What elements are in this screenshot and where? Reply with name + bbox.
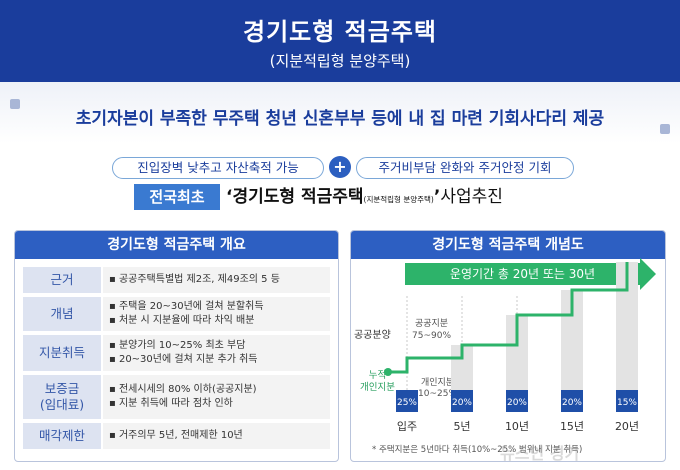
benefit-pill-left: 진입장벽 낮추고 자산축적 가능 (112, 157, 324, 179)
overview-row-key: 보증금 (임대료) (23, 375, 101, 419)
headline: 초기자본이 부족한 무주택 청년 신혼부부 등에 내 집 마련 기회사다리 제공 (75, 109, 605, 129)
personal-share-bar (616, 390, 638, 412)
project-close-quote: ’ (433, 187, 441, 207)
overview-row-line: ▪ 분양가의 10~25% 최초 부담 (109, 340, 246, 351)
x-axis-label: 20년 (614, 420, 640, 433)
x-axis-label: 10년 (504, 420, 530, 433)
personal-share-bar (451, 390, 473, 412)
overview-row-key: 지분취득 (23, 335, 101, 371)
project-open-quote: ‘ (226, 187, 233, 207)
overview-row-key: 매각제한 (23, 423, 101, 449)
overview-row-line: ▪ 주택을 20~30년에 걸쳐 분할취득 (109, 301, 264, 312)
overview-row-line: ▪ 전세시세의 80% 이하(공공지분) (109, 384, 257, 395)
concept-title: 경기도형 적금주택 개념도 (351, 231, 665, 259)
overview-row-line: ▪ 20~30년에 걸쳐 지분 추가 취득 (109, 354, 258, 365)
title-banner: 경기도형 적금주택 (지분적립형 분양주택) (0, 0, 680, 82)
overview-row: 지분취득 ▪ 분양가의 10~25% 최초 부담 ▪ 20~30년에 걸쳐 지분… (23, 335, 330, 371)
personal-share-bar (506, 390, 528, 412)
overview-row-line: ▪ 처분 시 지분율에 따라 차익 배분 (109, 315, 255, 326)
project-name: 경기도형 적금주택 (232, 187, 364, 207)
project-statement: ‘경기도형 적금주택(지분적립형 분양주택)’사업추진 (226, 184, 503, 213)
bar-value-label: 20% (452, 398, 472, 408)
bar-value-label: 15% (617, 398, 637, 408)
headline-band (0, 82, 680, 150)
bar-value-label: 25% (397, 398, 417, 408)
project-suffix: 사업추진 (440, 187, 503, 207)
public-share-label: 공공지분 75~90% (412, 319, 451, 341)
overview-row-key: 근거 (23, 267, 101, 293)
public-share-bar (506, 315, 528, 390)
overview-row: 근거 ▪ 공공주택특별법 제2조, 제49조의 5 등 (23, 267, 330, 293)
cumulative-share-label: 누적 개인지분 (360, 370, 395, 393)
operation-period-label: 운영기간 총 20년 또는 30년 (449, 267, 596, 281)
overview-row-line: ▪ 지분 취득에 따라 점차 인하 (109, 398, 233, 409)
overview-row: 개념 ▪ 주택을 20~30년에 걸쳐 분할취득 ▪ 처분 시 지분율에 따라 … (23, 297, 330, 331)
start-dot (384, 368, 392, 376)
page-title: 경기도형 적금주택 (243, 18, 437, 46)
overview-title: 경기도형 적금주택 개요 (15, 231, 338, 259)
project-name-small: (지분적립형 분양주택) (363, 195, 434, 204)
overview-row-line: ▪ 공공주택특별법 제2조, 제49조의 5 등 (109, 274, 280, 285)
watermark: 뉴스인 경기 (500, 444, 580, 463)
x-axis-label: 5년 (453, 420, 471, 433)
x-axis-label: 입주 (396, 420, 418, 433)
overview-row-key: 개념 (23, 297, 101, 331)
arrow-head-icon (640, 258, 656, 290)
plus-icon: + (329, 156, 351, 178)
overview-row-line: ▪ 거주의무 5년, 전매제한 10년 (109, 430, 243, 441)
page-subtitle: (지분적립형 분양주택) (269, 52, 411, 70)
cumulative-step-line (388, 262, 629, 374)
operation-period-arrow (405, 263, 640, 285)
public-sale-label: 공공분양 (354, 330, 391, 341)
personal-share-label: 개인지분 10~25% (418, 378, 457, 399)
personal-share-bar (396, 390, 418, 412)
first-nationwide-badge: 전국최초 (134, 184, 220, 210)
public-share-bar (616, 262, 638, 390)
benefit-pill-right: 주거비부담 완화와 주거안정 기회 (356, 157, 574, 179)
public-share-bar (451, 345, 473, 390)
x-axis-label: 15년 (559, 420, 585, 433)
overview-panel: 경기도형 적금주택 개요 근거 ▪ 공공주택특별법 제2조, 제49조의 5 등… (14, 230, 339, 462)
personal-share-bar (561, 390, 583, 412)
bar-value-label: 20% (562, 398, 582, 408)
quote-mark-icon (10, 99, 20, 109)
quote-mark-icon (660, 124, 670, 134)
concept-footnote: * 주택지분은 5년마다 취득(10%~25% 범위내 지분 취득) (372, 445, 583, 455)
bar-value-label: 20% (507, 398, 527, 408)
overview-row: 매각제한 ▪ 거주의무 5년, 전매제한 10년 (23, 423, 330, 449)
overview-row: 보증금 (임대료) ▪ 전세시세의 80% 이하(공공지분) ▪ 지분 취득에 … (23, 375, 330, 419)
